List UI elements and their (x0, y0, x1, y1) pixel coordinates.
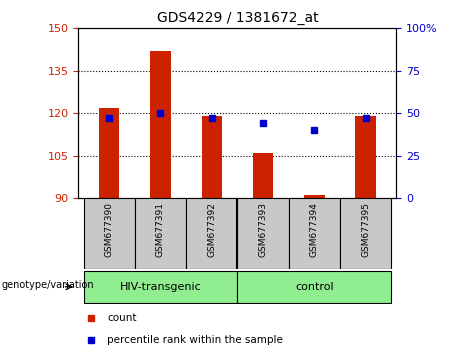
Bar (150, 51, 171, 198)
Text: control: control (295, 282, 334, 292)
Text: GSM677391: GSM677391 (156, 202, 165, 257)
Text: HIV-transgenic: HIV-transgenic (119, 282, 201, 292)
Text: genotype/variation: genotype/variation (1, 280, 94, 290)
Text: GSM677392: GSM677392 (207, 202, 216, 257)
Bar (253, 153, 273, 198)
Bar (237, 198, 289, 269)
Text: percentile rank within the sample: percentile rank within the sample (107, 335, 283, 345)
Bar (99, 108, 119, 198)
Bar (201, 116, 222, 198)
Bar (304, 195, 325, 198)
Bar (186, 198, 237, 269)
Bar (135, 198, 186, 269)
Text: GSM677394: GSM677394 (310, 202, 319, 257)
Bar (83, 271, 237, 303)
Bar (355, 116, 376, 198)
Text: GSM677390: GSM677390 (105, 202, 114, 257)
Bar (83, 198, 135, 269)
Text: count: count (107, 313, 136, 323)
Text: GSM677393: GSM677393 (259, 202, 267, 257)
Title: GDS4229 / 1381672_at: GDS4229 / 1381672_at (157, 11, 318, 24)
Text: GSM677395: GSM677395 (361, 202, 370, 257)
Bar (289, 198, 340, 269)
Bar (340, 198, 391, 269)
Bar (237, 271, 391, 303)
